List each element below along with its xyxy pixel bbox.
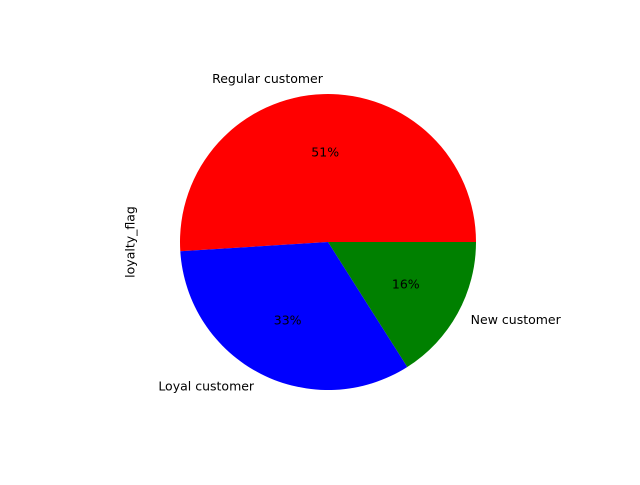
- slice-label-regular-customer: Regular customer: [212, 71, 324, 86]
- pie-labels: Regular customer 51% Loyal customer 33% New …: [158, 71, 561, 394]
- slice-label-loyal-customer: Loyal customer: [158, 379, 255, 394]
- pie-slices: [180, 94, 476, 390]
- slice-pct-new-customer: 16%: [392, 276, 420, 291]
- slice-pct-loyal-customer: 33%: [274, 313, 302, 328]
- pie-slice-loyal-customer: [180, 242, 408, 390]
- pie-slice-new-customer: [328, 242, 476, 367]
- slice-pct-regular-customer: 51%: [311, 145, 339, 160]
- pie-slice-regular-customer: [180, 94, 476, 252]
- slice-label-new-customer: New customer: [471, 312, 562, 327]
- y-axis-label: loyalty_flag: [123, 206, 138, 278]
